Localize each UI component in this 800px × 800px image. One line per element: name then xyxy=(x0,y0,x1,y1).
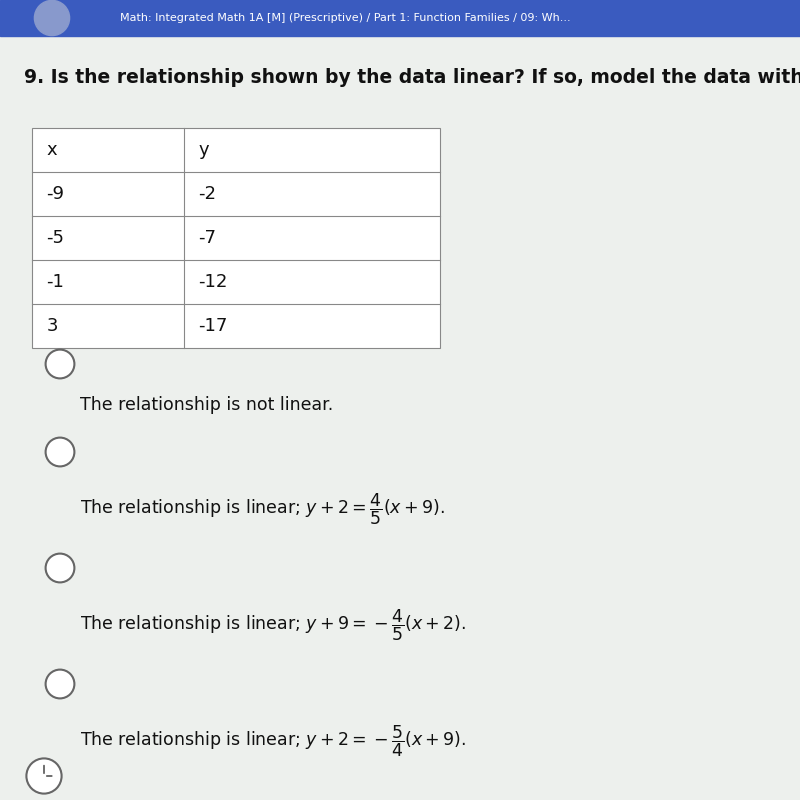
Text: y: y xyxy=(198,141,209,159)
Text: 9. Is the relationship shown by the data linear? If so, model the data with an e: 9. Is the relationship shown by the data… xyxy=(24,68,800,87)
Text: x: x xyxy=(46,141,57,159)
Text: Math: Integrated Math 1A [M] (Prescriptive) / Part 1: Function Families / 09: Wh: Math: Integrated Math 1A [M] (Prescripti… xyxy=(120,13,570,23)
Bar xyxy=(32,128,440,348)
Bar xyxy=(32,128,440,348)
Circle shape xyxy=(46,350,74,378)
Text: The relationship is not linear.: The relationship is not linear. xyxy=(80,396,334,414)
Circle shape xyxy=(26,758,62,794)
Text: The relationship is linear; $y + 9 = -\dfrac{4}{5}(x + 2)$.: The relationship is linear; $y + 9 = -\d… xyxy=(80,608,466,643)
Circle shape xyxy=(34,0,70,35)
Text: -5: -5 xyxy=(46,229,64,247)
Text: -9: -9 xyxy=(46,185,64,203)
Circle shape xyxy=(46,554,74,582)
Circle shape xyxy=(46,670,74,698)
Text: -2: -2 xyxy=(198,185,216,203)
Text: The relationship is linear; $y + 2 = -\dfrac{5}{4}(x + 9)$.: The relationship is linear; $y + 2 = -\d… xyxy=(80,724,466,759)
Text: -7: -7 xyxy=(198,229,216,247)
Circle shape xyxy=(46,438,74,466)
Text: -12: -12 xyxy=(198,273,228,291)
Bar xyxy=(0,0,800,36)
Text: 3: 3 xyxy=(46,317,58,335)
Text: -1: -1 xyxy=(46,273,64,291)
Text: The relationship is linear; $y + 2 = \dfrac{4}{5}(x + 9)$.: The relationship is linear; $y + 2 = \df… xyxy=(80,492,445,527)
Text: -17: -17 xyxy=(198,317,228,335)
